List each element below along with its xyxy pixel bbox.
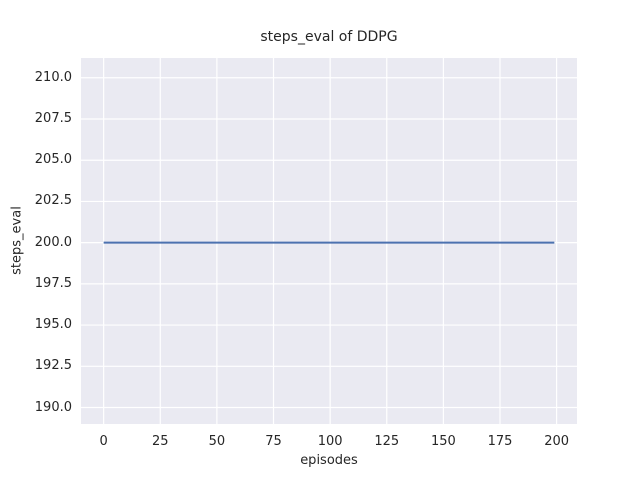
x-tick-label: 150 <box>430 434 456 449</box>
x-axis-label: episodes <box>300 453 358 468</box>
x-tick-label: 50 <box>208 434 226 449</box>
y-tick-label: 190.0 <box>34 399 72 415</box>
y-tick-label: 205.0 <box>34 152 72 168</box>
plot-canvas <box>81 58 577 424</box>
x-tick-label: 0 <box>99 434 108 449</box>
x-tick-label: 175 <box>487 434 513 449</box>
x-tick-label: 100 <box>317 434 343 449</box>
x-tick-label: 200 <box>544 434 570 449</box>
y-tick-label: 210.0 <box>34 69 72 85</box>
x-tick-label: 75 <box>265 434 282 449</box>
y-tick-label: 197.5 <box>34 275 72 291</box>
y-tick-label: 192.5 <box>34 358 72 374</box>
y-tick-label: 202.5 <box>34 193 72 209</box>
chart-title: steps_eval of DDPG <box>260 29 398 45</box>
y-tick-label: 195.0 <box>34 317 72 333</box>
y-tick-label: 200.0 <box>34 234 72 250</box>
plot-background <box>81 58 577 424</box>
x-tick-label: 125 <box>374 434 400 449</box>
x-tick-label: 25 <box>151 434 169 449</box>
plot-area <box>81 58 577 424</box>
y-tick-label: 207.5 <box>34 111 72 126</box>
